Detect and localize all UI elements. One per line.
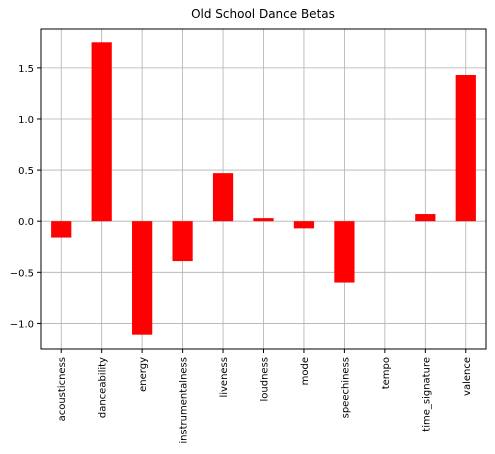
bar-energy [132, 221, 152, 334]
y-axis: −1.0 −0.5 0.0 0.5 1.0 1.5 [10, 64, 41, 331]
x-tick-label: valence [462, 357, 473, 396]
y-tick-label: −0.5 [10, 268, 34, 279]
x-tick-label: energy [138, 357, 149, 392]
x-axis: acousticness danceability energy instrument… [57, 349, 473, 444]
bar-danceability [92, 42, 112, 221]
x-tick-label: instrumentalness [179, 357, 190, 444]
bar-liveness [213, 173, 233, 221]
y-tick-label: 1.0 [18, 115, 34, 126]
y-tick-label: 0.0 [18, 217, 34, 228]
x-tick-label: danceability [98, 357, 109, 418]
bar-mode [294, 221, 314, 228]
x-tick-label: speechiness [340, 357, 351, 418]
x-tick-label: loudness [260, 357, 271, 402]
bar-acousticness [51, 221, 71, 237]
y-tick-label: 1.5 [18, 64, 34, 75]
chart-title: Old School Dance Betas [191, 7, 335, 21]
x-tick-label: liveness [219, 357, 230, 398]
x-tick-label: time_signature [421, 357, 432, 432]
bar-valence [456, 75, 476, 221]
bar-speechiness [334, 221, 354, 282]
bar-time-signature [415, 214, 435, 221]
x-tick-label: tempo [381, 357, 392, 389]
x-tick-label: mode [300, 357, 311, 385]
y-tick-label: 0.5 [18, 166, 34, 177]
bar-loudness [253, 218, 273, 221]
bar-instrumentalness [172, 221, 192, 261]
x-tick-label: acousticness [57, 357, 68, 421]
y-tick-label: −1.0 [10, 319, 34, 330]
